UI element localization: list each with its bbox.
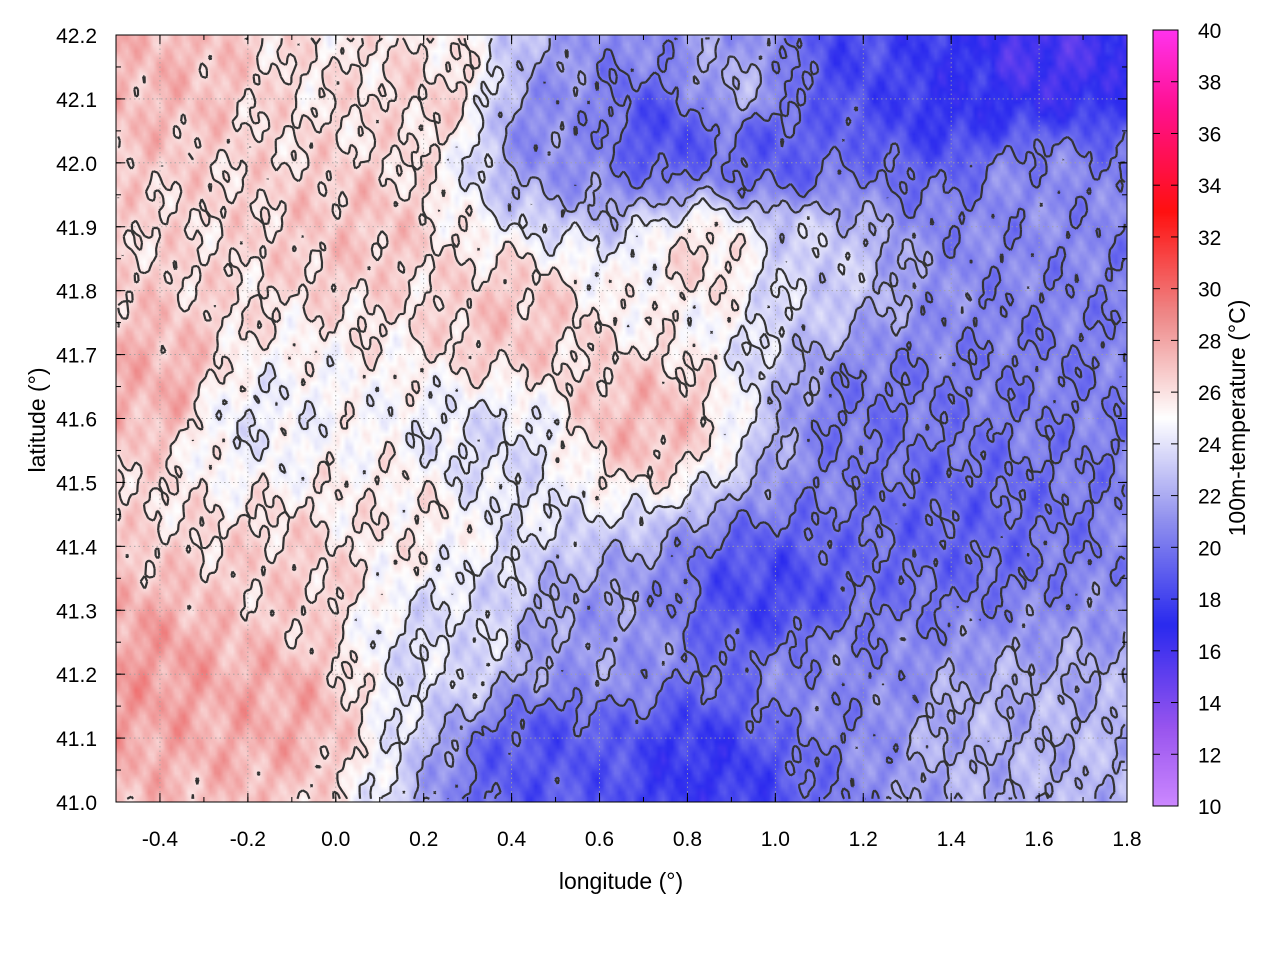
y-tick-label: 42.0 [56, 153, 97, 176]
x-axis-label: longitude (°) [559, 868, 683, 894]
colorbar-tick-label: 10 [1198, 796, 1221, 819]
x-tick-label: 1.6 [1024, 828, 1053, 851]
y-tick-label: 41.1 [56, 728, 97, 751]
colorbar-tick-label: 38 [1198, 72, 1221, 95]
contour-line [117, 37, 747, 800]
y-tick-label: 41.9 [56, 217, 97, 240]
x-axis-ticks: -0.4 -0.2 0.0 0.2 0.4 0.6 0.8 1.0 1.2 1.4 1.6 1.8 [115, 35, 1142, 851]
colorbar-tick-label: 36 [1198, 123, 1221, 146]
colorbar-tick-label: 28 [1198, 330, 1221, 353]
x-tick-label: 1.4 [937, 828, 967, 851]
colorbar-tick-label: 18 [1198, 589, 1221, 612]
colorbar-tick-label: 20 [1198, 537, 1221, 560]
y-tick-label: 41.7 [56, 345, 97, 368]
colorbar-tick-label: 34 [1198, 175, 1222, 198]
y-tick-label: 41.2 [56, 664, 97, 687]
colorbar-tick-label: 40 [1198, 20, 1221, 43]
colorbar-tick-label: 12 [1198, 744, 1221, 767]
y-tick-label: 42.2 [56, 25, 97, 48]
colorbar-tick-label: 26 [1198, 382, 1221, 405]
contour-lines [117, 37, 1126, 800]
x-tick-label: 1.0 [761, 828, 790, 851]
x-tick-label: -0.4 [142, 828, 179, 851]
colorbar-frame [1152, 29, 1179, 807]
y-tick-label: 41.6 [56, 409, 97, 432]
colorbar-gradient [1153, 30, 1178, 806]
y-tick-label: 41.5 [56, 472, 97, 495]
x-tick-label: 0.0 [321, 828, 350, 851]
contour-line [446, 37, 1126, 800]
colorbar-tick-label: 14 [1198, 693, 1222, 716]
x-tick-label: 1.8 [1112, 828, 1141, 851]
y-tick-label: 41.3 [56, 600, 97, 623]
y-tick-label: 42.1 [56, 89, 97, 112]
y-tick-label: 41.0 [56, 792, 97, 815]
x-tick-label: 0.8 [673, 828, 702, 851]
y-axis-ticks: 41.0 41.1 41.2 41.3 41.4 41.5 41.6 41.7 41.8 41.9… [56, 25, 1127, 815]
colorbar: 10 12 14 16 18 20 22 24 26 28 30 32 34 36 38 40 100m-te… [1152, 20, 1250, 819]
y-axis-label: latitude (°) [24, 367, 50, 472]
colorbar-label: 100m-temperature (°C) [1224, 300, 1250, 537]
y-tick-label: 41.4 [56, 536, 97, 559]
y-tick-label: 41.8 [56, 281, 97, 304]
colorbar-tick-label: 22 [1198, 486, 1221, 509]
colorbar-tick-label: 24 [1198, 434, 1222, 457]
contour-line [413, 37, 1126, 800]
x-tick-label: 0.4 [497, 828, 527, 851]
colorbar-tick-label: 32 [1198, 227, 1221, 250]
plot-area [115, 34, 1128, 803]
colorbar-tick-label: 30 [1198, 279, 1221, 302]
x-tick-label: 0.2 [409, 828, 438, 851]
x-tick-label: -0.2 [230, 828, 266, 851]
contour-line [215, 37, 866, 800]
colorbar-tick-label: 16 [1198, 641, 1221, 664]
x-tick-label: 1.2 [849, 828, 878, 851]
x-tick-label: 0.6 [585, 828, 614, 851]
colorbar-ticks: 10 12 14 16 18 20 22 24 26 28 30 32 34 36 38 40 [1153, 20, 1222, 819]
